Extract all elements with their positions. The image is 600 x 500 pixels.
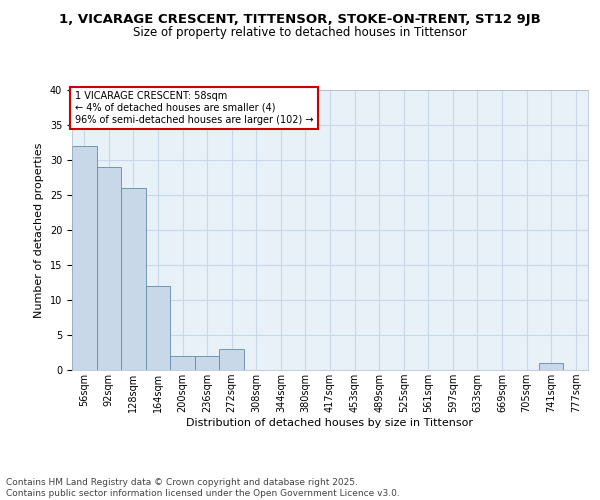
Bar: [195, 356, 220, 370]
Bar: [170, 356, 195, 370]
Bar: [146, 286, 170, 370]
Y-axis label: Number of detached properties: Number of detached properties: [34, 142, 44, 318]
Bar: [72, 146, 97, 370]
Text: Size of property relative to detached houses in Tittensor: Size of property relative to detached ho…: [133, 26, 467, 39]
Bar: [539, 363, 563, 370]
X-axis label: Distribution of detached houses by size in Tittensor: Distribution of detached houses by size …: [187, 418, 473, 428]
Bar: [220, 349, 244, 370]
Text: 1, VICARAGE CRESCENT, TITTENSOR, STOKE-ON-TRENT, ST12 9JB: 1, VICARAGE CRESCENT, TITTENSOR, STOKE-O…: [59, 12, 541, 26]
Bar: [121, 188, 146, 370]
Text: Contains HM Land Registry data © Crown copyright and database right 2025.
Contai: Contains HM Land Registry data © Crown c…: [6, 478, 400, 498]
Text: 1 VICARAGE CRESCENT: 58sqm
← 4% of detached houses are smaller (4)
96% of semi-d: 1 VICARAGE CRESCENT: 58sqm ← 4% of detac…: [74, 92, 313, 124]
Bar: [97, 167, 121, 370]
